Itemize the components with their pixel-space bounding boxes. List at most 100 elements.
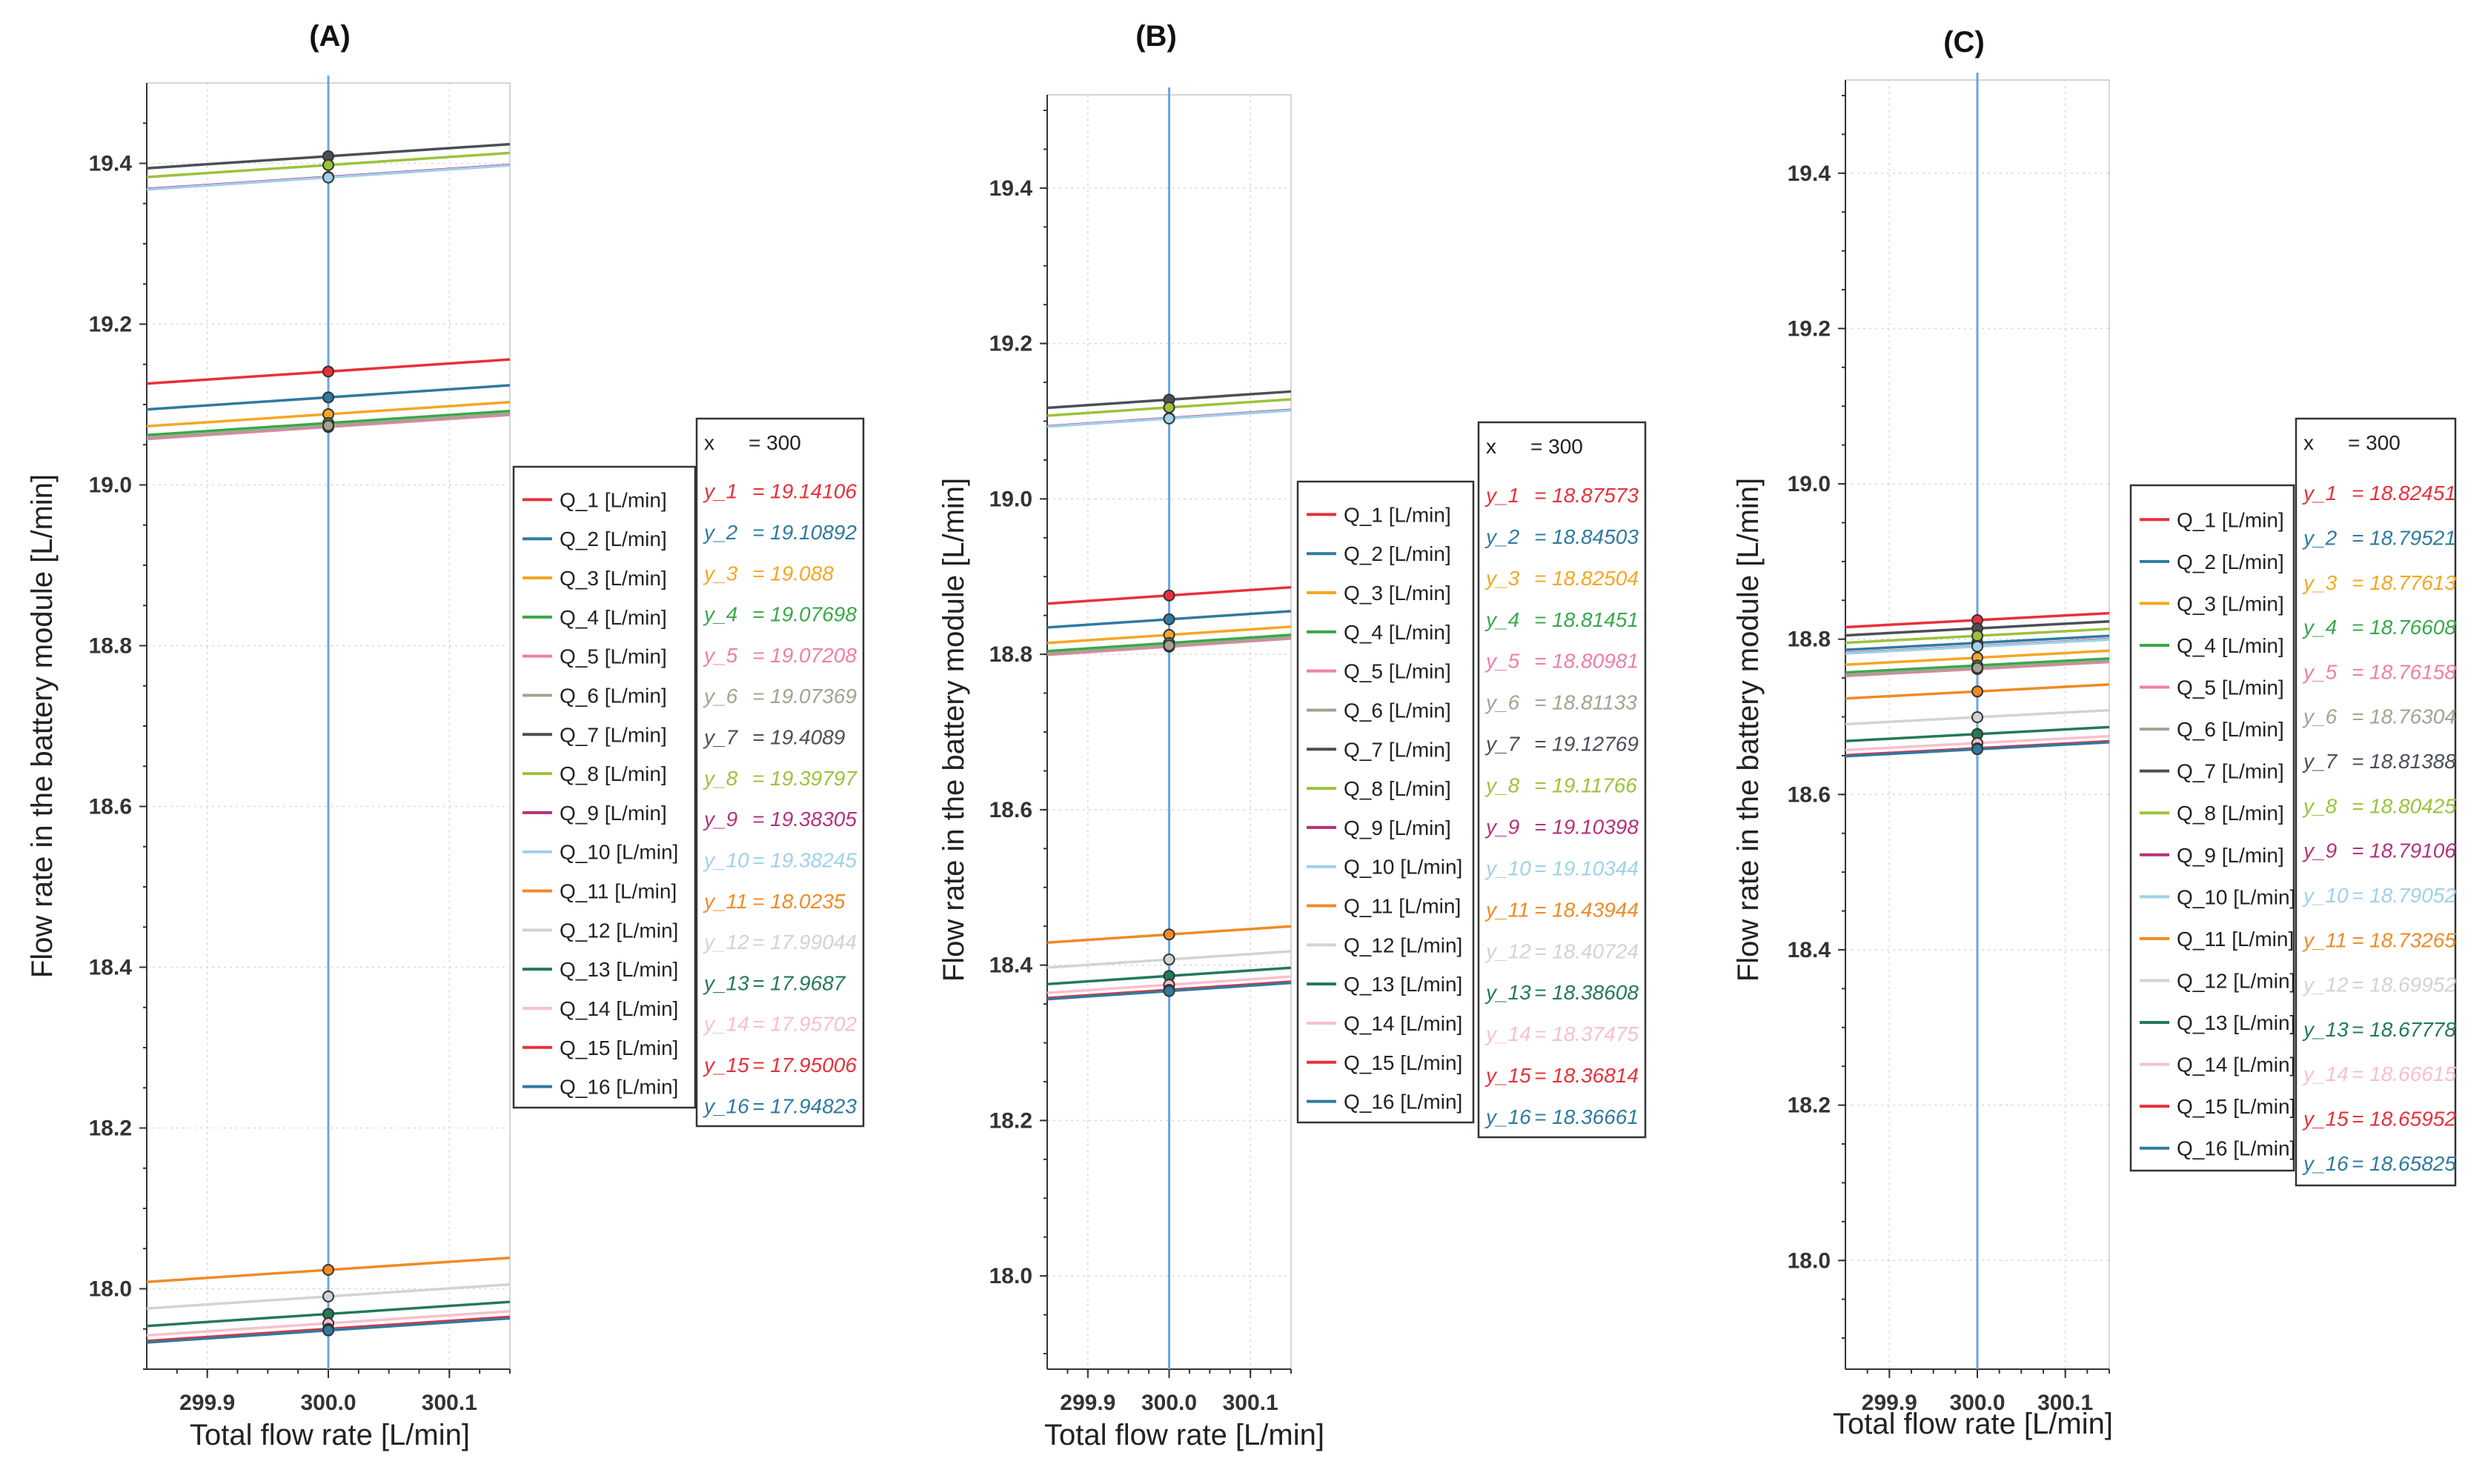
- x-tick-label: 300.0: [1141, 1391, 1197, 1415]
- readout-y-value-12: = 18.40724: [1534, 939, 1639, 962]
- data-point-q11: [1163, 928, 1175, 941]
- readout-y-value-10: = 19.10344: [1534, 856, 1639, 879]
- readout-y-value-7: = 19.4089: [752, 726, 845, 749]
- readout-y-value-1: = 18.82451: [2352, 482, 2456, 505]
- readout-y-value-2: = 18.84503: [1534, 525, 1639, 548]
- legend-label-q2: Q_2 [L/min]: [2177, 550, 2284, 573]
- readout-y-value-13: = 17.9687: [752, 971, 846, 994]
- readout-y-label-9: y_9: [703, 808, 737, 831]
- y-tick-label: 19.4: [989, 176, 1033, 201]
- legend-label-q10: Q_10 [L/min]: [2177, 885, 2295, 908]
- data-point-q16: [1971, 743, 1983, 756]
- x-axis-label: Total flow rate [L/min]: [1044, 1419, 1324, 1451]
- y-tick-label: 18.0: [989, 1264, 1032, 1288]
- legend-label-q8: Q_8 [L/min]: [2177, 802, 2284, 825]
- y-tick-label: 18.6: [89, 795, 132, 819]
- readout-y-label-9: y_9: [2302, 839, 2337, 862]
- cursor-readout: x = 300 y_1 = 18.87573 y_2 = 18.84503 y_3 = 18.…: [1477, 421, 1647, 1139]
- readout-y-label-13: y_13: [703, 971, 749, 994]
- y-tick-label: 19.0: [89, 473, 132, 498]
- readout-y-value-8: = 19.11766: [1534, 774, 1637, 797]
- data-point-q1: [322, 365, 334, 378]
- data-point-q10: [322, 171, 334, 184]
- data-point-q12: [322, 1290, 334, 1302]
- legend-label-q11: Q_11 [L/min]: [560, 880, 677, 903]
- readout-y-value-10: = 18.79052: [2352, 884, 2456, 907]
- readout-y-value-16: = 17.94823: [752, 1094, 857, 1117]
- readout-y-value-5: = 18.76158: [2352, 660, 2456, 683]
- legend-label-q16: Q_16 [L/min]: [560, 1076, 678, 1099]
- readout-y-label-15: y_15: [703, 1054, 749, 1077]
- readout-y-value-12: = 18.69952: [2352, 974, 2456, 996]
- readout-y-label-6: y_6: [1484, 691, 1520, 714]
- readout-y-value-14: = 18.37475: [1534, 1022, 1639, 1045]
- data-point-q2: [1163, 613, 1175, 625]
- data-point-q6: [1971, 662, 1983, 674]
- data-point-q6: [322, 419, 334, 432]
- y-tick-label: 19.0: [1788, 472, 1831, 496]
- legend: Q_1 [L/min] Q_2 [L/min] Q_3 [L/min] Q_4 [L/…: [512, 465, 697, 1109]
- readout-y-label-5: y_5: [1484, 650, 1520, 673]
- legend-label-q9: Q_9 [L/min]: [560, 802, 667, 825]
- readout-box: [695, 417, 865, 1128]
- chart-panel-3: 18.0 18.2 18.4 18.6 18.8 19.0 19.2 19.4 299.9 300…: [1732, 26, 2456, 1440]
- readout-y-value-7: = 19.12769: [1534, 733, 1639, 756]
- y-tick-label: 18.0: [1788, 1248, 1831, 1273]
- readout-y-label-3: y_3: [1484, 567, 1520, 590]
- readout-y-value-8: = 18.80425: [2352, 794, 2456, 817]
- legend-label-q6: Q_6 [L/min]: [1344, 699, 1451, 722]
- data-point-q10: [1971, 640, 1983, 653]
- legend-box: [2129, 484, 2295, 1172]
- readout-x-label: x: [2303, 431, 2314, 454]
- legend: Q_1 [L/min] Q_2 [L/min] Q_3 [L/min] Q_4 [L/…: [2129, 484, 2295, 1172]
- y-axis-label: Flow rate in the battery module [L/min]: [938, 478, 970, 982]
- readout-y-label-1: y_1: [703, 480, 737, 503]
- readout-y-label-10: y_10: [2302, 884, 2349, 907]
- data-point-q11: [1971, 685, 1983, 698]
- readout-y-value-6: = 18.81133: [1534, 691, 1637, 714]
- data-point-q8: [1971, 630, 1983, 642]
- readout-y-label-8: y_8: [703, 767, 738, 790]
- readout-y-label-12: y_12: [703, 931, 749, 954]
- readout-box: [1477, 421, 1647, 1139]
- readout-y-label-13: y_13: [1484, 981, 1531, 1004]
- y-axis-label: Flow rate in the battery module [L/min]: [26, 474, 59, 978]
- legend-box: [512, 465, 697, 1109]
- readout-y-label-16: y_16: [2302, 1152, 2349, 1175]
- readout-y-value-13: = 18.67778: [2352, 1018, 2456, 1041]
- readout-y-label-11: y_11: [703, 890, 748, 913]
- y-tick-label: 18.6: [1788, 782, 1831, 807]
- y-tick-label: 18.2: [89, 1117, 132, 1141]
- readout-y-value-2: = 19.10892: [752, 521, 857, 544]
- legend-label-q13: Q_13 [L/min]: [560, 958, 678, 981]
- data-point-q8: [322, 159, 334, 171]
- y-tick-label: 18.4: [1788, 938, 1831, 962]
- x-tick-label: 300.1: [2037, 1391, 2093, 1415]
- legend-label-q15: Q_15 [L/min]: [1344, 1051, 1462, 1074]
- panel-title: (B): [1135, 20, 1177, 53]
- legend-label-q8: Q_8 [L/min]: [560, 762, 667, 785]
- legend-label-q12: Q_12 [L/min]: [1344, 934, 1462, 956]
- readout-y-value-1: = 18.87573: [1534, 484, 1639, 507]
- y-tick-label: 18.8: [1788, 628, 1831, 652]
- readout-y-value-16: = 18.36661: [1534, 1105, 1639, 1128]
- legend-label-q5: Q_5 [L/min]: [2177, 676, 2284, 699]
- readout-x-label: x: [704, 431, 714, 454]
- data-point-q8: [1163, 401, 1175, 413]
- legend-label-q15: Q_15 [L/min]: [560, 1037, 678, 1059]
- readout-y-value-10: = 19.38245: [752, 848, 857, 871]
- legend-label-q9: Q_9 [L/min]: [2177, 844, 2284, 867]
- y-tick-label: 19.2: [1788, 316, 1831, 341]
- readout-y-label-2: y_2: [1484, 525, 1520, 548]
- readout-box: [2295, 417, 2457, 1187]
- legend-box: [1296, 480, 1475, 1124]
- readout-y-label-7: y_7: [2302, 750, 2338, 773]
- legend-label-q6: Q_6 [L/min]: [560, 684, 667, 707]
- x-axis-label: Total flow rate [L/min]: [190, 1419, 470, 1451]
- legend: Q_1 [L/min] Q_2 [L/min] Q_3 [L/min] Q_4 [L/…: [1296, 480, 1475, 1124]
- readout-y-label-3: y_3: [703, 562, 738, 585]
- readout-y-label-16: y_16: [703, 1094, 749, 1117]
- legend-label-q11: Q_11 [L/min]: [1344, 895, 1461, 918]
- readout-y-label-5: y_5: [2302, 660, 2338, 683]
